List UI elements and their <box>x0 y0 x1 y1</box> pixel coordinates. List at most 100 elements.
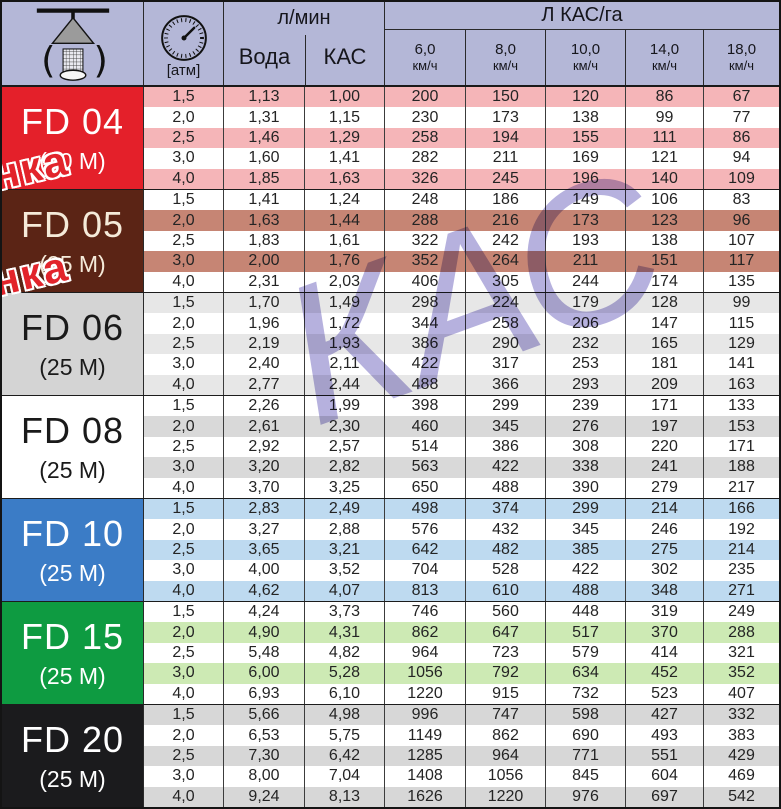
rate-cell: 245 <box>466 168 546 189</box>
speed-headers: 6,0 км/ч 8,0 км/ч 10,0 км/ч 14,0 км/ч 18… <box>385 30 779 85</box>
rate-cell: 241 <box>626 457 704 478</box>
rate-cell: 200 <box>385 87 466 108</box>
rate-cell: 414 <box>626 642 704 664</box>
water-flow-cell: 1,60 <box>224 148 305 169</box>
rate-cell: 216 <box>466 210 546 231</box>
rate-cell: 150 <box>466 87 546 108</box>
nozzle-group: FD 15 (25 M) 1,5 4,24 3,73 746 560 448 319 249 2… <box>2 601 779 704</box>
pressure-cell: 3,0 <box>144 457 224 478</box>
rate-cell: 498 <box>385 499 466 520</box>
rate-cell: 224 <box>466 293 546 314</box>
rate-cell: 517 <box>546 622 626 643</box>
pressure-cell: 1,5 <box>144 499 224 520</box>
kas-flow-cell: 8,13 <box>305 786 385 807</box>
rate-cell: 194 <box>466 127 546 149</box>
kas-flow-cell: 4,98 <box>305 705 385 726</box>
water-flow-cell: 1,83 <box>224 230 305 252</box>
water-flow-cell: 6,53 <box>224 725 305 746</box>
kas-flow-cell: 1,61 <box>305 230 385 252</box>
rate-cell: 460 <box>385 416 466 437</box>
kas-flow-cell: 1,24 <box>305 190 385 211</box>
water-flow-cell: 8,00 <box>224 766 305 787</box>
rate-cell: 99 <box>626 107 704 128</box>
nozzle-group-label: FD 06 (25 M) <box>2 293 144 395</box>
nozzle-mesh-size: (25 M) <box>39 662 106 689</box>
rate-cell: 147 <box>626 313 704 334</box>
pressure-cell: 3,0 <box>144 766 224 787</box>
rate-cell: 128 <box>626 293 704 314</box>
rate-cell: 239 <box>546 396 626 417</box>
rate-cell: 407 <box>704 683 779 704</box>
rate-cell: 398 <box>385 396 466 417</box>
pressure-cell: 3,0 <box>144 251 224 272</box>
nozzle-group-label: FD 08 (25 M) <box>2 396 144 498</box>
rate-cell: 117 <box>704 251 779 272</box>
rate-cell: 488 <box>385 374 466 395</box>
rate-cell: 163 <box>704 374 779 395</box>
table-body: FD 04 (60 M) 1,5 1,13 1,00 200 150 120 86 67 2,0… <box>2 87 779 807</box>
rate-cell: 96 <box>704 210 779 231</box>
rate-cell: 86 <box>704 127 779 149</box>
rate-cell: 422 <box>385 354 466 375</box>
water-flow-cell: 3,65 <box>224 539 305 561</box>
nozzle-model-name: FD 05 <box>20 203 125 245</box>
pressure-cell: 1,5 <box>144 293 224 314</box>
rate-cell: 1149 <box>385 725 466 746</box>
rate-cell: 248 <box>385 190 466 211</box>
rate-cell: 386 <box>466 436 546 458</box>
water-flow-cell: 2,31 <box>224 271 305 292</box>
pressure-cell: 2,5 <box>144 642 224 664</box>
rate-cell: 133 <box>704 396 779 417</box>
rate-cell: 322 <box>385 230 466 252</box>
kas-flow-cell: 3,52 <box>305 560 385 581</box>
water-flow-cell: 1,70 <box>224 293 305 314</box>
rate-cell: 192 <box>704 519 779 540</box>
rate-cell: 302 <box>626 560 704 581</box>
rate-cell: 723 <box>466 642 546 664</box>
rate-cell: 344 <box>385 313 466 334</box>
nozzle-model-name: FD 04 <box>20 100 125 142</box>
water-flow-cell: 1,96 <box>224 313 305 334</box>
rate-cell: 1220 <box>385 683 466 704</box>
rate-cell: 282 <box>385 148 466 169</box>
kas-flow-cell: 1,93 <box>305 333 385 355</box>
nozzle-model-name: FD 06 <box>20 306 125 348</box>
rate-cell: 165 <box>626 333 704 355</box>
water-flow-cell: 3,27 <box>224 519 305 540</box>
svg-text:(: ( <box>41 39 55 82</box>
pressure-cell: 3,0 <box>144 663 224 684</box>
rate-cell: 862 <box>466 725 546 746</box>
rate-cell: 482 <box>466 539 546 561</box>
rate-cell: 579 <box>546 642 626 664</box>
rate-cell: 67 <box>704 87 779 108</box>
water-flow-cell: 2,61 <box>224 416 305 437</box>
rate-cell: 83 <box>704 190 779 211</box>
nozzle-group: FD 06 (25 M) 1,5 1,70 1,49 298 224 179 128 99 2,… <box>2 292 779 395</box>
nozzle-model-name: FD 15 <box>20 615 125 657</box>
water-flow-cell: 6,00 <box>224 663 305 684</box>
water-flow-cell: 6,93 <box>224 683 305 704</box>
rate-cell: 129 <box>704 333 779 355</box>
kas-flow-cell: 2,03 <box>305 271 385 292</box>
rate-cell: 1626 <box>385 786 466 807</box>
speed-column-header: 8,0 км/ч <box>466 30 546 85</box>
rate-cell: 155 <box>546 127 626 149</box>
pressure-cell: 2,5 <box>144 333 224 355</box>
rate-cell: 690 <box>546 725 626 746</box>
rate-cell: 345 <box>466 416 546 437</box>
water-flow-cell: 4,24 <box>224 602 305 623</box>
nozzle-mesh-size: (25 M) <box>39 456 106 483</box>
water-flow-cell: 1,63 <box>224 210 305 231</box>
kas-flow-cell: 7,04 <box>305 766 385 787</box>
rate-cell: 153 <box>704 416 779 437</box>
rate-cell: 171 <box>704 436 779 458</box>
water-flow-cell: 1,46 <box>224 127 305 149</box>
rate-cell: 264 <box>466 251 546 272</box>
rate-cell: 542 <box>704 786 779 807</box>
rate-cell: 1056 <box>466 766 546 787</box>
nozzle-group: FD 10 (25 M) 1,5 2,83 2,49 498 374 299 214 166 2… <box>2 498 779 601</box>
rate-cell: 206 <box>546 313 626 334</box>
pressure-cell: 4,0 <box>144 374 224 395</box>
rate-cell: 179 <box>546 293 626 314</box>
kas-flow-cell: 2,88 <box>305 519 385 540</box>
